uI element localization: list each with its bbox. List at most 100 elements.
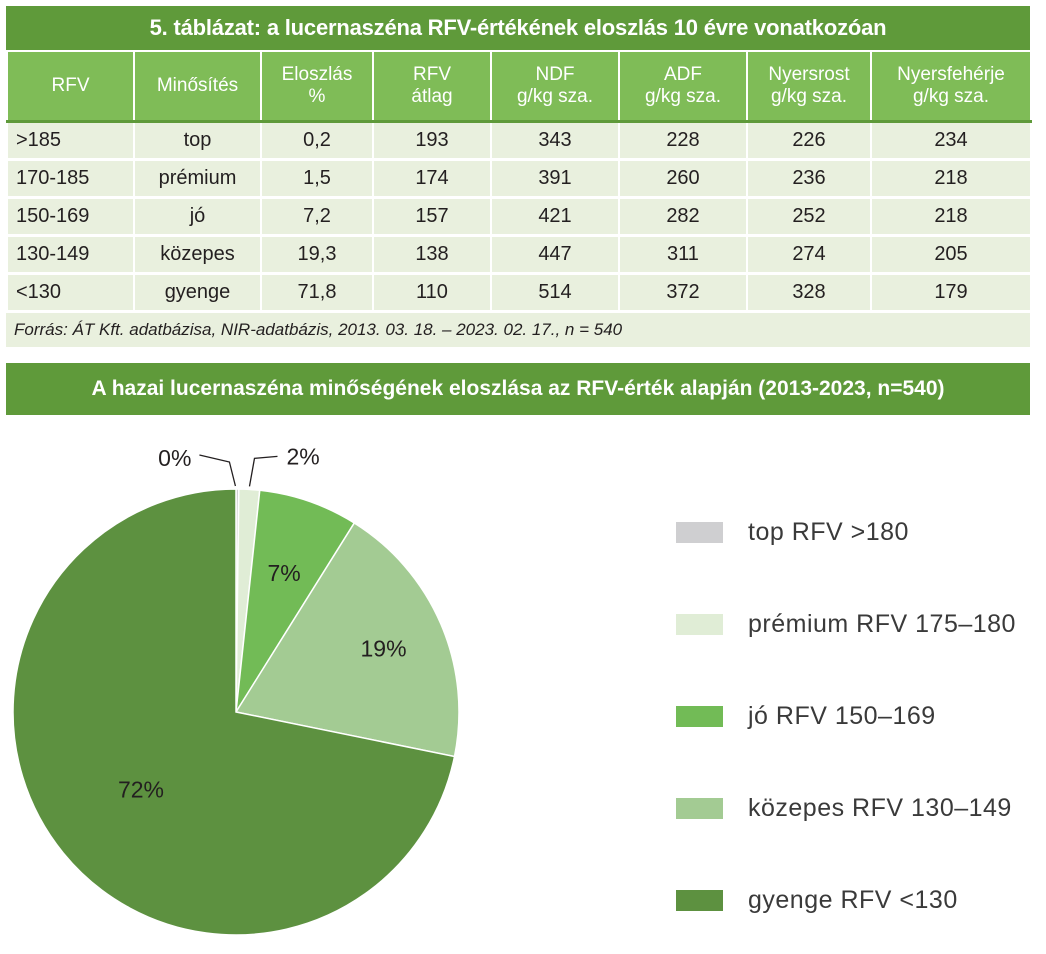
table-cell: 170-185 [6,159,135,199]
slice-label: 7% [267,560,300,586]
legend-swatch [676,521,723,543]
table-cell: 228 [618,120,748,161]
column-header-line2: g/kg sza. [912,86,990,107]
leader-line [199,454,237,487]
table-cell: 447 [490,235,620,275]
column-header: NDF g/kg sza. [490,50,620,123]
leader-line [248,455,278,487]
column-header: Minősítés [133,50,262,123]
column-header-line1: Nyersrost [768,64,850,85]
table-cell: >185 [6,120,135,161]
table-cell: 514 [490,273,620,313]
table-cell: 343 [490,120,620,161]
legend-swatch [676,705,723,727]
slice-label: 0% [158,445,191,471]
table-cell: jó [133,197,262,237]
legend-swatch [676,797,723,819]
table-cell: 234 [870,120,1032,161]
table-cell: 391 [490,159,620,199]
legend-item: jó RFV 150–169 [676,696,1036,736]
table-cell: 0,2 [260,120,374,161]
column-header-line2: g/kg sza. [644,86,722,107]
table-cell: 226 [746,120,872,161]
table-row: 150-169 jó 7,2 157 421 282 252 218 [6,197,1032,237]
table-cell: prémium [133,159,262,199]
column-header-line1: NDF [535,64,575,85]
legend-item: gyenge RFV <130 [676,880,1036,920]
legend-item: prémium RFV 175–180 [676,604,1036,644]
table-cell: 157 [372,197,492,237]
table-cell: 218 [870,197,1032,237]
table-cell: 282 [618,197,748,237]
legend-label: gyenge RFV <130 [748,885,958,914]
column-header: Nyersrost g/kg sza. [746,50,872,123]
column-header-line2: g/kg sza. [516,86,594,107]
column-header-line2: g/kg sza. [770,86,848,107]
table-cell: 1,5 [260,159,374,199]
legend-swatch [676,613,723,635]
table-cell: 193 [372,120,492,161]
column-header-line1: Nyersfehérje [897,64,1005,85]
table-row: 130-149 közepes 19,3 138 447 311 274 205 [6,235,1032,275]
table-title: 5. táblázat: a lucernaszéna RFV-értékéne… [6,6,1030,50]
table-cell: 218 [870,159,1032,199]
column-header-line1: ADF [664,64,702,85]
chart-title: A hazai lucernaszéna minőségének eloszlá… [6,363,1030,415]
table-cell: 236 [746,159,872,199]
table-row: <130 gyenge 71,8 110 514 372 328 179 [6,273,1032,313]
table-cell: 19,3 [260,235,374,275]
table-cell: 260 [618,159,748,199]
table-cell: 110 [372,273,492,313]
table-cell: 274 [746,235,872,275]
slice-label: 19% [361,636,407,662]
column-header: RFV átlag [372,50,492,123]
column-header-line1: Minősítés [156,75,239,96]
table-cell: 179 [870,273,1032,313]
legend-label: közepes RFV 130–149 [748,793,1012,822]
table-cell: 174 [372,159,492,199]
table-cell: 71,8 [260,273,374,313]
table-cell: 311 [618,235,748,275]
table-cell: 328 [746,273,872,313]
table-cell: 421 [490,197,620,237]
pie-slice [234,521,460,758]
table-cell: közepes [133,235,262,275]
column-header-line2: átlag [411,86,453,107]
table-header-row: RFV Minősítés Eloszlás% RFV átlag NDF g/kg sza… [6,50,1032,123]
table-cell: 138 [372,235,492,275]
legend-label: jó RFV 150–169 [748,701,936,730]
legend-label: prémium RFV 175–180 [748,609,1016,638]
column-header-line1: RFV [413,64,451,85]
column-header: RFV [6,50,135,123]
table-source: Forrás: ÁT Kft. adatbázisa, NIR-adatbázi… [6,313,1030,347]
table-cell: 372 [618,273,748,313]
table-cell: 150-169 [6,197,135,237]
pie-slice [235,489,356,713]
table-cell: 130-149 [6,235,135,275]
column-header: Nyersfehérje g/kg sza. [870,50,1032,123]
table-row: >185 top 0,2 193 343 228 226 234 [6,120,1032,161]
slice-label: 72% [118,777,164,803]
legend-item: közepes RFV 130–149 [676,788,1036,828]
pie-chart: 0% 2% 7% 19% 72% [12,443,460,936]
data-table: RFV Minősítés Eloszlás% RFV átlag NDF g/kg sza… [6,50,1032,313]
column-header-line1: Eloszlás [281,64,353,85]
column-header-line1: RFV [51,75,90,96]
slice-label: 2% [286,443,319,469]
legend-label: top RFV >180 [748,517,909,546]
table-cell: 7,2 [260,197,374,237]
table-cell: <130 [6,273,135,313]
table-cell: top [133,120,262,161]
column-header: ADF g/kg sza. [618,50,748,123]
rfv-table: 5. táblázat: a lucernaszéna RFV-értékéne… [6,6,1032,347]
table-body: >185 top 0,2 193 343 228 226 234 170-185 prémium 1… [6,120,1032,313]
legend-swatch [676,889,723,911]
legend-item: top RFV >180 [676,512,1036,552]
table-cell: gyenge [133,273,262,313]
column-header: Eloszlás% [260,50,374,123]
table-cell: 252 [746,197,872,237]
table-cell: 205 [870,235,1032,275]
table-row: 170-185 prémium 1,5 174 391 260 236 218 [6,159,1032,199]
column-header-line2: % [308,86,326,107]
pie-slice [12,488,456,936]
